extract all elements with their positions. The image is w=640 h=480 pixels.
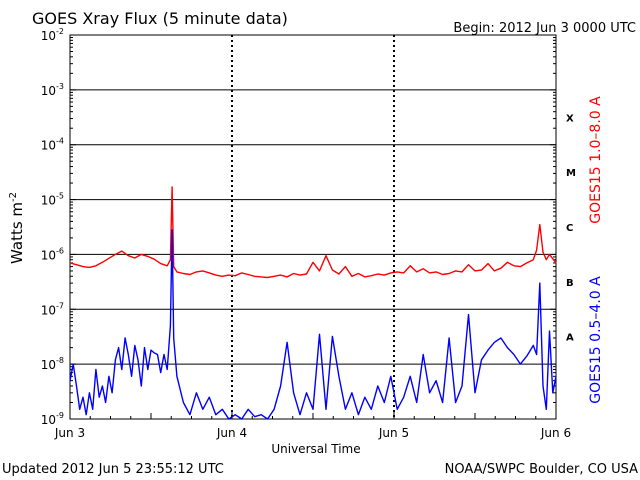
series-line-1 — [69, 229, 557, 420]
series-layer — [69, 186, 557, 420]
series-line-0 — [69, 186, 557, 279]
y-tick-label-base: 10 — [41, 29, 56, 43]
y-tick-label-base: 10 — [41, 358, 56, 372]
flare-class-label-A: A — [566, 333, 574, 344]
y-tick-label-exponent: -6 — [56, 246, 64, 255]
flare-class-labels: A B C M X — [566, 113, 576, 343]
series-label-red: GOES15 1.0–8.0 A — [588, 96, 604, 224]
y-tick-label-0: 10-9 — [41, 411, 64, 427]
y-tick-label-base: 10 — [41, 84, 56, 98]
y-tick-label-base: 10 — [41, 194, 56, 208]
y-tick-label-1: 10-8 — [41, 356, 64, 372]
footer-updated: Updated 2012 Jun 5 23:55:12 UTC — [2, 462, 224, 477]
y-axis-ticks: 10-910-810-710-610-510-410-310-2 — [41, 27, 556, 427]
y-tick-label-base: 10 — [41, 413, 56, 427]
class-gridlines — [70, 89, 556, 365]
y-tick-label-exponent: -5 — [56, 192, 64, 201]
flare-class-label-C: C — [566, 223, 573, 234]
y-tick-label-exponent: -3 — [56, 82, 64, 91]
flare-class-label-M: M — [566, 168, 576, 179]
y-tick-label-5: 10-4 — [41, 137, 64, 153]
x-tick-label-3: Jun 6 — [540, 426, 571, 440]
x-tick-label-0: Jun 3 — [54, 426, 85, 440]
y-tick-label-2: 10-7 — [41, 301, 64, 317]
day-divider-lines — [231, 35, 395, 419]
x-axis-label: Universal Time — [271, 442, 360, 456]
y-tick-label-3: 10-6 — [41, 246, 64, 262]
y-tick-label-exponent: -7 — [56, 301, 64, 310]
y-tick-label-7: 10-2 — [41, 27, 64, 43]
x-tick-label-2: Jun 5 — [378, 426, 409, 440]
flare-class-label-B: B — [566, 278, 574, 289]
y-tick-label-6: 10-3 — [41, 82, 64, 98]
y-tick-label-base: 10 — [41, 303, 56, 317]
y-tick-label-exponent: -8 — [56, 356, 64, 365]
y-tick-label-base: 10 — [41, 139, 56, 153]
chart-title: GOES Xray Flux (5 minute data) — [32, 9, 288, 28]
y-axis-label-exponent: -2 — [8, 192, 19, 202]
footer-credit: NOAA/SWPC Boulder, CO USA — [445, 462, 638, 477]
y-tick-label-exponent: -4 — [56, 137, 64, 146]
y-tick-label-4: 10-5 — [41, 192, 64, 208]
x-axis-ticks: Jun 3 Jun 4 Jun 5 Jun 6 — [54, 411, 571, 440]
y-tick-label-exponent: -2 — [56, 27, 64, 36]
y-axis-label-text: Watts m — [8, 202, 26, 264]
series-label-blue: GOES15 0.5–4.0 A — [588, 276, 604, 404]
flare-class-label-X: X — [566, 113, 574, 124]
y-axis-label: Watts m-2 — [8, 192, 26, 264]
y-tick-label-base: 10 — [41, 248, 56, 262]
begin-label: Begin: 2012 Jun 3 0000 UTC — [453, 21, 636, 36]
x-tick-label-1: Jun 4 — [216, 426, 247, 440]
y-tick-label-exponent: -9 — [56, 411, 64, 420]
